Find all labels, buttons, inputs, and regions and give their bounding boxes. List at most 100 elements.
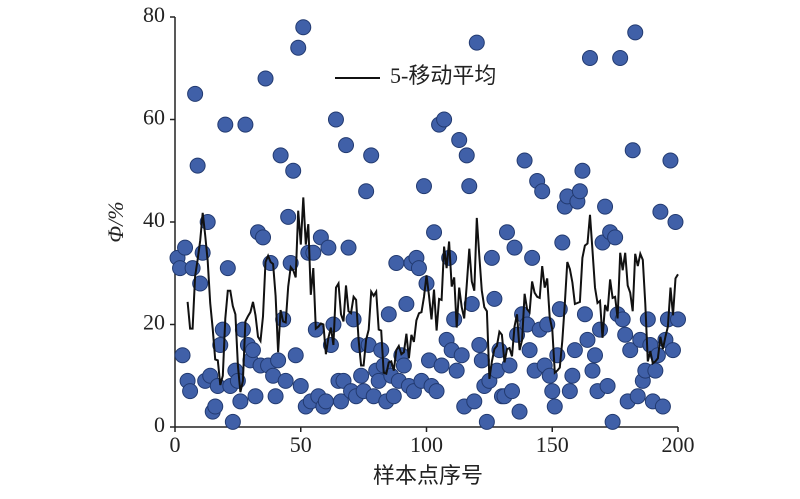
data-point [667,214,684,230]
data-point [599,378,616,394]
data-point [466,393,483,410]
data-point [436,111,453,128]
data-point [647,362,664,379]
data-point [224,413,241,430]
data-point [504,383,521,400]
data-point [604,413,621,430]
data-point [478,413,495,430]
data-point [182,383,199,400]
y-tick-label: 60 [143,105,165,130]
data-point [622,342,639,359]
data-point [524,249,541,266]
data-point [277,372,294,389]
data-point [498,224,515,241]
data-point [652,203,669,220]
data-point [353,367,370,384]
data-point [662,152,679,169]
data-point [473,352,490,369]
data-point [189,157,206,174]
data-point [385,388,402,405]
data-point [214,321,231,338]
data-point [207,398,224,415]
data-point [358,183,375,200]
data-point [571,183,588,200]
data-point [295,19,312,36]
data-point [627,24,644,41]
data-point [448,362,465,379]
data-point [257,70,274,87]
x-tick-label: 150 [536,432,569,457]
data-point [177,239,194,256]
data-point [232,393,249,410]
data-point [506,239,523,256]
data-point [576,306,593,323]
data-point [566,342,583,359]
data-point [584,362,601,379]
data-point [395,357,412,374]
y-tick-label: 40 [143,207,165,232]
data-point [587,347,604,364]
data-point [670,311,686,328]
data-point [534,183,551,200]
data-point [654,398,671,415]
data-point [463,296,480,312]
data-point [639,311,656,328]
data-point [541,367,558,384]
data-point [579,331,596,348]
data-point [363,147,380,164]
data-point [624,142,641,159]
data-point [192,275,209,292]
x-tick-label: 0 [170,432,181,457]
data-point [546,398,563,415]
data-point [247,388,264,405]
data-point [380,306,397,323]
data-point [516,152,533,169]
data-point [272,147,289,164]
data-point [320,239,337,256]
data-point [332,393,349,410]
data-point [581,50,598,66]
data-point [486,290,503,307]
data-point [564,367,581,384]
data-point [285,162,302,179]
data-point [607,229,624,246]
data-point [234,321,251,338]
data-point [292,378,309,394]
data-point [549,347,566,364]
data-point [544,383,561,400]
legend-label: 5-移动平均 [390,63,496,88]
data-point [217,116,234,133]
data-point [554,234,571,251]
data-point [574,162,591,179]
data-point [317,393,334,410]
data-point [338,137,355,154]
data-point [174,347,191,364]
data-point [410,260,427,277]
data-point [237,116,254,133]
data-point [415,178,432,195]
y-tick-label: 20 [143,310,165,335]
data-point [468,34,485,51]
x-tick-label: 200 [662,432,695,457]
data-point [461,178,478,195]
data-point [521,342,538,359]
data-point [255,229,272,246]
data-point [244,342,261,359]
x-axis-label: 样本点序号 [373,463,483,488]
data-point [511,403,528,420]
data-point [561,383,578,400]
data-point [664,342,681,359]
x-tick-label: 50 [290,432,312,457]
y-tick-label: 0 [154,412,165,437]
data-point [617,326,634,343]
y-tick-label: 80 [143,2,165,27]
data-point [305,244,322,261]
data-point [280,208,297,225]
data-point [629,388,646,405]
data-point [270,352,287,369]
data-point [451,132,468,148]
y-axis-label: Φ/% [103,201,128,242]
data-point [398,296,415,312]
data-point [453,347,470,364]
